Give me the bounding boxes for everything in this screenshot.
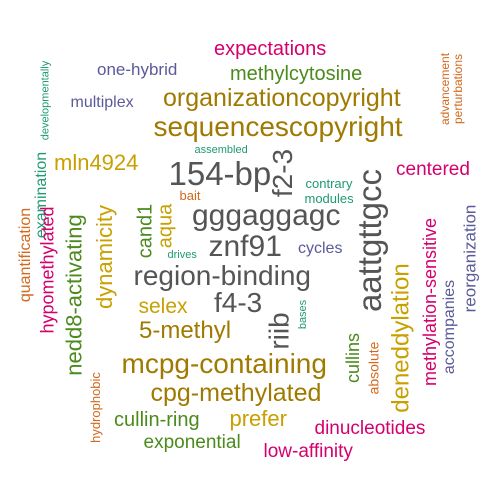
word-organizationcopyright: organizationcopyright xyxy=(163,83,401,112)
word-multiplex: multiplex xyxy=(70,94,134,111)
word-hypomethylated: hypomethylated xyxy=(37,206,58,334)
word-centered: centered xyxy=(396,158,470,180)
word-hydrophobic: hydrophobic xyxy=(87,371,103,443)
word-5-methyl: 5-methyl xyxy=(139,317,232,344)
word-aattgttgcc: aattgttgcc xyxy=(350,168,388,312)
word-dynamicity: dynamicity xyxy=(91,205,117,309)
word-deneddylation: deneddylation xyxy=(387,263,415,413)
word-sequencescopyright: sequencescopyright xyxy=(153,111,403,142)
word-mln4924: mln4924 xyxy=(54,150,139,175)
word-low-affinity: low-affinity xyxy=(263,440,353,462)
word-quantification: quantification xyxy=(17,207,35,303)
word-cpg-methylated: cpg-methylated xyxy=(150,378,322,407)
word-reorganization: reorganization xyxy=(460,204,480,312)
word-methylation-sensitive: methylation-sensitive xyxy=(420,217,441,387)
word-cullin-ring: cullin-ring xyxy=(114,409,200,431)
word-advancement: advancement xyxy=(438,52,453,126)
word-riib: riib xyxy=(263,312,295,350)
word-absolute: absolute xyxy=(364,341,381,395)
word-f4-3: f4-3 xyxy=(214,287,263,318)
word-bait: bait xyxy=(179,187,201,203)
word-nedd8-activating: nedd8-activating xyxy=(61,214,87,376)
word-selex: selex xyxy=(138,294,188,318)
word-developmentally: developmentally xyxy=(39,60,52,140)
word-modules: modules xyxy=(304,190,354,206)
word-expectations: expectations xyxy=(214,38,327,60)
word-prefer: prefer xyxy=(229,406,287,431)
word-accompanies: accompanies xyxy=(441,279,459,375)
word-assembled: assembled xyxy=(194,143,248,156)
word-methylcytosine: methylcytosine xyxy=(230,63,363,85)
word-region-binding: region-binding xyxy=(133,260,311,291)
word-cand1: cand1 xyxy=(133,203,156,259)
word-bases: bases xyxy=(296,299,309,329)
word-drives: drives xyxy=(167,248,197,261)
word-znf91: znf91 xyxy=(208,230,282,263)
word-f2-3: f2-3 xyxy=(267,148,299,198)
word-dinucleotides: dinucleotides xyxy=(314,417,426,439)
word-154-bp: 154-bp xyxy=(168,154,272,192)
word-gggaggagc: gggaggagc xyxy=(192,199,341,232)
word-perturbations: perturbations xyxy=(451,53,466,125)
word-cycles: cycles xyxy=(298,240,343,257)
word-one-hybrid: one-hybrid xyxy=(97,59,178,79)
word-contrary: contrary xyxy=(305,175,353,191)
word-cullins: cullins xyxy=(343,332,364,384)
word-aqua: aqua xyxy=(153,203,176,249)
word-exponential: exponential xyxy=(143,431,241,453)
word-mcpg-containing: mcpg-containing xyxy=(121,348,327,379)
